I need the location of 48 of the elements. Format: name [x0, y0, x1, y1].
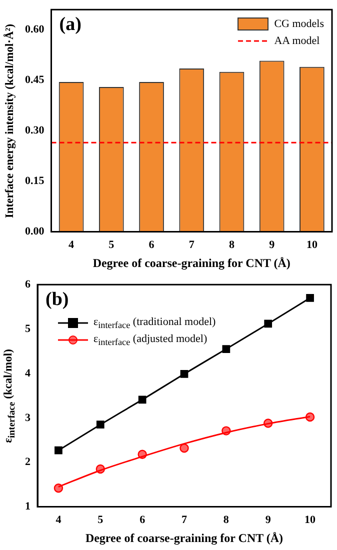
legend-label: ε$_{interface}$ (traditional model)	[94, 316, 216, 330]
point	[180, 444, 189, 453]
x-tick-label: 5	[98, 514, 104, 526]
x-tick-label: 4	[56, 514, 62, 526]
y-tick-label: 5	[25, 322, 31, 335]
chart-title: (a)	[59, 14, 82, 36]
x-tick-label: 7	[188, 239, 195, 252]
point	[222, 426, 231, 436]
x-tick-label: 9	[269, 239, 276, 252]
x-tick-label: 7	[182, 514, 188, 526]
chart-title: (b)	[46, 288, 69, 311]
point	[264, 320, 272, 328]
point	[96, 464, 105, 474]
x-tick-label: 8	[228, 239, 235, 252]
point	[96, 420, 104, 429]
point	[305, 412, 315, 422]
x-tick-label: 10	[306, 239, 318, 252]
point	[180, 370, 188, 378]
x-tick-label: 6	[148, 239, 155, 252]
point	[306, 294, 314, 302]
x-axis-title: Degree of coarse-graining for CNT (Å)	[92, 256, 290, 271]
y-tick-label: 6	[25, 278, 31, 290]
legend-label: AA model	[274, 35, 320, 48]
x-axis-title: Degree of coarse-graining for CNT (Å)	[85, 531, 284, 546]
point	[54, 484, 64, 493]
point	[222, 345, 230, 353]
y-tick-label: 2	[25, 456, 31, 468]
point	[138, 450, 147, 459]
y-axis-title: Interface energy intensity (kcal/mol·Å²)	[4, 24, 16, 218]
y-tick-label: 0.60	[25, 24, 45, 36]
y-tick-label: 1	[25, 500, 30, 513]
y-tick-label: 3	[25, 412, 31, 424]
point	[54, 446, 62, 454]
x-tick-label: 10	[304, 514, 316, 526]
y-tick-label: 0.15	[25, 175, 45, 188]
x-tick-label: 8	[223, 514, 230, 526]
y-tick-label: 0.00	[25, 226, 45, 238]
point	[138, 396, 146, 404]
x-tick-label: 6	[140, 514, 146, 526]
legend-label: CG models	[274, 18, 324, 30]
x-tick-label: 9	[265, 514, 272, 526]
point	[264, 418, 273, 428]
y-tick-label: 4	[25, 367, 31, 380]
x-tick-label: 5	[108, 239, 115, 252]
y-tick-label: 0.45	[25, 74, 45, 86]
legend-label: ε$_{interface}$ (adjusted model)	[94, 333, 208, 348]
x-tick-label: 4	[68, 239, 75, 252]
y-tick-label: 0.30	[25, 124, 45, 137]
